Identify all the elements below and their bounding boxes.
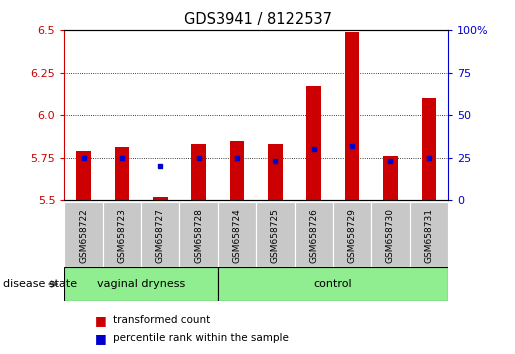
Bar <box>153 196 167 200</box>
Text: GSM658728: GSM658728 <box>194 209 203 263</box>
Bar <box>410 202 448 267</box>
Bar <box>64 202 103 267</box>
Text: GSM658726: GSM658726 <box>310 209 318 263</box>
Bar <box>268 144 283 200</box>
Text: ■: ■ <box>95 332 107 344</box>
Bar <box>422 98 436 200</box>
Text: GSM658724: GSM658724 <box>233 209 242 263</box>
Bar <box>230 141 244 200</box>
Bar <box>64 267 218 301</box>
Bar <box>76 151 91 200</box>
Text: percentile rank within the sample: percentile rank within the sample <box>113 333 289 343</box>
Bar <box>218 267 448 301</box>
Bar <box>306 86 321 200</box>
Text: transformed count: transformed count <box>113 315 211 325</box>
Text: control: control <box>314 279 352 289</box>
Bar <box>192 144 206 200</box>
Bar <box>115 147 129 200</box>
Text: GSM658722: GSM658722 <box>79 209 88 263</box>
Bar <box>345 32 359 200</box>
Text: GSM658731: GSM658731 <box>424 209 433 263</box>
Text: vaginal dryness: vaginal dryness <box>97 279 185 289</box>
Bar <box>180 202 218 267</box>
Bar <box>333 202 371 267</box>
Bar <box>256 202 295 267</box>
Text: GSM658729: GSM658729 <box>348 209 356 263</box>
Bar <box>218 202 256 267</box>
Bar <box>371 202 410 267</box>
Text: GSM658727: GSM658727 <box>156 209 165 263</box>
Bar <box>295 202 333 267</box>
Bar <box>141 202 180 267</box>
Bar <box>103 202 141 267</box>
Text: GDS3941 / 8122537: GDS3941 / 8122537 <box>183 12 332 27</box>
Text: GSM658723: GSM658723 <box>117 209 126 263</box>
Text: ■: ■ <box>95 314 107 327</box>
Text: GSM658725: GSM658725 <box>271 209 280 263</box>
Text: disease state: disease state <box>3 279 77 289</box>
Text: GSM658730: GSM658730 <box>386 209 395 263</box>
Bar <box>383 156 398 200</box>
